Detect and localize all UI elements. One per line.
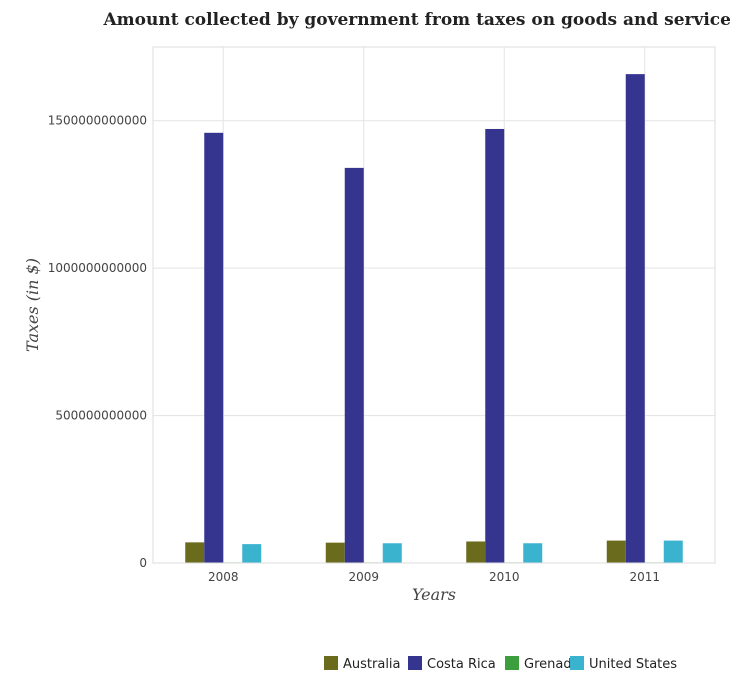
bar-united-states-2010	[523, 543, 543, 563]
legend-label-australia: Australia	[343, 657, 401, 672]
y-axis-label: Taxes (in $)	[23, 258, 42, 352]
y-axis-ticks: 0 500000000000 1000000000000 1500000000000	[48, 114, 147, 570]
x-axis-label: Years	[412, 585, 456, 604]
legend-label-costa-rica: Costa Rica	[427, 657, 496, 672]
plot-background	[153, 47, 715, 563]
bar-australia-2009	[325, 542, 345, 563]
bar-australia-2008	[185, 542, 205, 563]
chart-title: Amount collected by government from taxe…	[102, 10, 730, 30]
bars	[185, 74, 683, 564]
legend-swatch-australia	[324, 656, 338, 670]
plot-border	[152, 46, 716, 564]
x-tick-label: 2010	[489, 570, 520, 584]
x-tick-label: 2008	[208, 570, 239, 584]
x-axis-ticks: 2008 2009 2010 2011	[208, 570, 660, 584]
bar-costa-rica-2010	[485, 128, 505, 564]
bar-costa-rica-2008	[204, 132, 224, 564]
x-tick-label: 2009	[348, 570, 379, 584]
bar-australia-2010	[466, 541, 486, 563]
bar-united-states-2011	[663, 540, 683, 563]
legend: Australia Costa Rica Grenada United States	[324, 656, 677, 672]
y-tick-label: 0	[139, 556, 147, 570]
y-tick-label: 1000000000000	[48, 261, 147, 275]
legend-label-grenada: Grenada	[524, 657, 580, 672]
bar-united-states-2009	[382, 543, 402, 563]
x-tick-label: 2011	[629, 570, 660, 584]
y-tick-label: 500000000000	[55, 409, 147, 423]
y-tick-label: 1500000000000	[48, 114, 147, 128]
legend-swatch-united-states	[570, 656, 584, 670]
bar-costa-rica-2009	[344, 167, 364, 564]
legend-swatch-grenada	[505, 656, 519, 670]
bar-costa-rica-2011	[625, 74, 645, 563]
legend-swatch-costa-rica	[408, 656, 422, 670]
legend-label-united-states: United States	[589, 657, 677, 672]
bar-australia-2011	[606, 540, 626, 563]
bar-united-states-2008	[242, 544, 262, 563]
plot-area	[152, 46, 716, 564]
